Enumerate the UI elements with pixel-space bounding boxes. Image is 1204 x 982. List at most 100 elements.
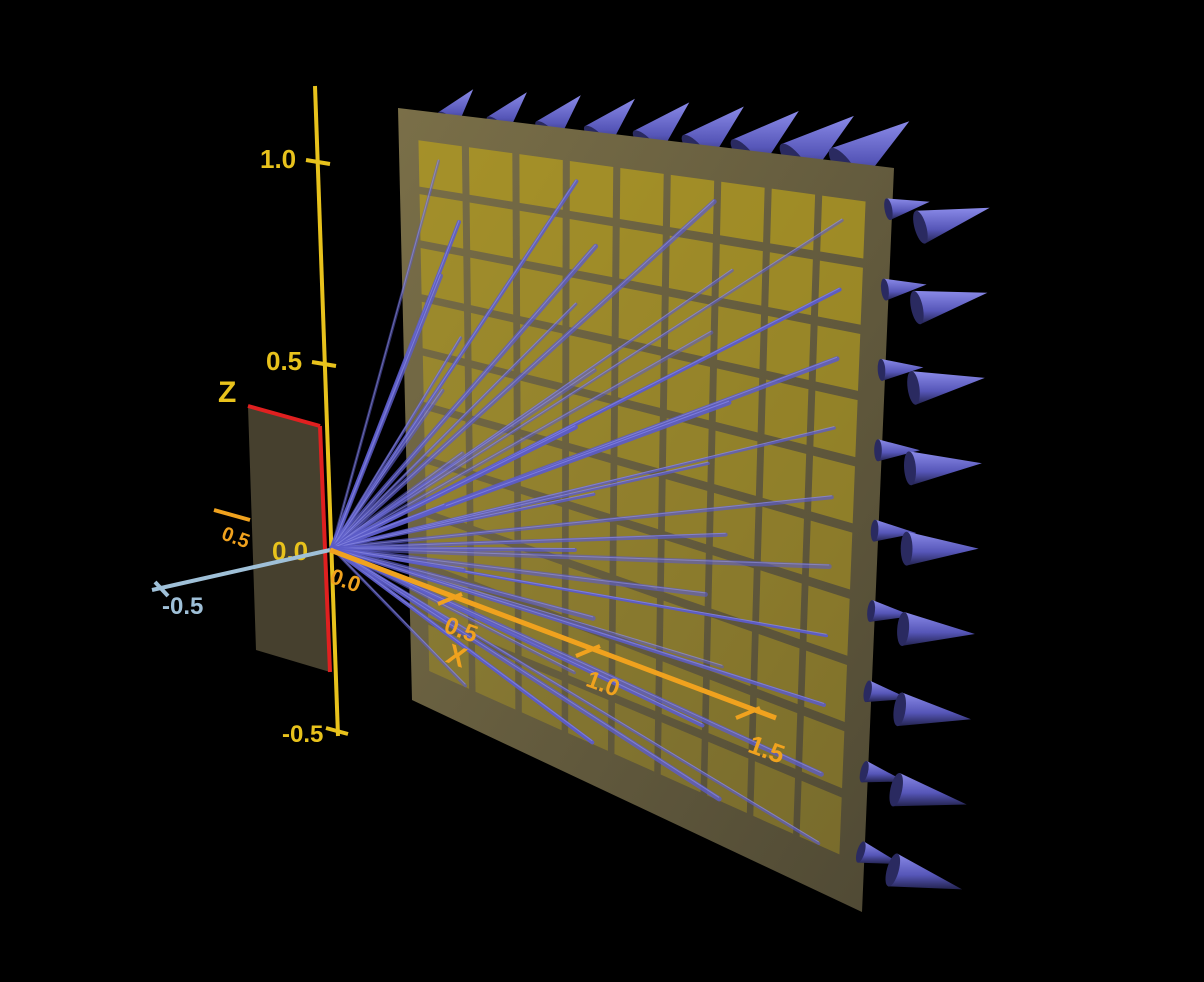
projection-screen xyxy=(398,108,894,912)
cone-base xyxy=(880,278,889,301)
vector-ray-highlight xyxy=(331,547,594,618)
cone-arrow xyxy=(886,198,930,220)
grid-cell xyxy=(714,430,758,496)
grid-cell xyxy=(718,243,763,306)
vector-ray-highlight xyxy=(331,330,712,549)
vector-ray-highlight xyxy=(331,274,441,549)
cone-arrow xyxy=(878,439,920,462)
z-axis-line xyxy=(313,85,340,737)
grid-cell xyxy=(820,195,866,259)
grid-cell xyxy=(470,312,514,371)
y-axis-line xyxy=(151,548,331,592)
grid-cell xyxy=(470,257,514,315)
grid-cell xyxy=(569,335,612,396)
cone-arrow xyxy=(873,519,917,542)
grid-cell xyxy=(817,260,863,325)
cone-arrow xyxy=(857,841,901,865)
origin-panel-right-edge xyxy=(318,425,332,673)
cone-arrow xyxy=(915,207,990,244)
grid-cell xyxy=(768,252,813,316)
grid-cell xyxy=(813,390,858,458)
grid-cell xyxy=(770,188,816,251)
cone-arrow xyxy=(908,451,982,486)
vector-ray-highlight xyxy=(331,547,706,594)
cone-arrow xyxy=(897,692,971,727)
origin-panel-face xyxy=(248,406,330,672)
z-tick-label-neg-0-5: -0.5 xyxy=(282,721,323,748)
vector-ray-highlight xyxy=(331,547,466,685)
z-tick-label-0-5: 0.5 xyxy=(266,346,302,376)
cone-base xyxy=(889,773,903,807)
grid-cell xyxy=(811,455,855,524)
cone-arrow xyxy=(913,290,988,325)
grid-cell xyxy=(808,520,853,590)
vector-ray-highlight xyxy=(331,547,820,843)
grid-cell xyxy=(619,227,663,287)
grid-cell xyxy=(799,780,842,855)
y-axis: -0.5 0.5 xyxy=(151,508,331,620)
cone-base xyxy=(859,760,869,783)
vector-ray-highlight xyxy=(331,336,462,549)
grid-cell xyxy=(468,147,513,202)
grid-cell xyxy=(669,174,715,235)
vector-ray-highlight xyxy=(331,199,715,549)
vector-ray-highlight xyxy=(331,218,843,549)
vector-ray-highlight xyxy=(331,547,825,704)
cone-base xyxy=(907,371,920,405)
cone-base xyxy=(863,680,872,703)
vector-ray-highlight xyxy=(331,492,595,549)
z-tick-label-1-0: 1.0 xyxy=(260,144,296,174)
cone-base xyxy=(910,290,924,325)
grid-cell xyxy=(762,443,807,510)
vector-ray-highlight xyxy=(331,159,439,549)
cone-arrow xyxy=(911,371,985,405)
grid-cell xyxy=(618,346,661,408)
z-axis-name: Z xyxy=(218,376,236,409)
y-tick-label-0-5: 0.5 xyxy=(219,523,253,553)
grid-cell xyxy=(421,301,465,359)
z-axis: 1.0 0.5 0.0 -0.5 Z xyxy=(218,85,349,748)
grid-cell xyxy=(806,585,850,656)
grid-cell xyxy=(753,761,796,834)
vector-rays xyxy=(329,159,844,845)
cone-base xyxy=(893,692,907,727)
cone-arrow xyxy=(883,278,927,301)
grid-cell xyxy=(764,379,809,445)
grid-cell xyxy=(668,235,713,297)
grid-cell xyxy=(519,154,563,210)
cone-base xyxy=(903,451,917,486)
grid-cell xyxy=(614,702,656,772)
grid-cell xyxy=(521,550,562,615)
grid-cell xyxy=(720,181,765,243)
vector-ray-highlight xyxy=(331,495,832,549)
vector-ray-highlight xyxy=(331,388,443,549)
grid-cell xyxy=(709,617,752,687)
vector-ray-highlight xyxy=(331,547,720,798)
grid-cell xyxy=(618,286,662,348)
vector-ray-highlight xyxy=(331,547,830,566)
cone-base xyxy=(870,519,879,542)
vector-ray-highlight xyxy=(331,547,593,742)
z-tick-1-0 xyxy=(305,158,331,166)
vector-ray-highlight xyxy=(331,451,463,549)
grid-cell xyxy=(569,161,614,218)
cone-arrow xyxy=(880,358,924,381)
cone-base xyxy=(874,439,882,462)
grid-cell xyxy=(804,650,848,722)
cone-base xyxy=(867,600,876,622)
z-tick-0-5 xyxy=(311,360,337,368)
cone-arrows-right-columns xyxy=(855,198,990,890)
x-tick-1-0 xyxy=(575,644,601,658)
y-tick-neg-0-5 xyxy=(153,580,170,598)
grid-cell xyxy=(711,555,754,623)
cone-base xyxy=(897,612,910,646)
grid-cell xyxy=(619,167,664,227)
grid-cell xyxy=(469,202,513,259)
grid-cell xyxy=(758,570,802,640)
cone-arrow xyxy=(892,773,967,807)
cone-base xyxy=(877,358,886,381)
y-tick-label-neg-0-5: -0.5 xyxy=(162,593,203,620)
vector-ray-highlight xyxy=(331,302,577,549)
vector-ray-highlight xyxy=(331,547,822,774)
grid-cell xyxy=(519,267,563,326)
